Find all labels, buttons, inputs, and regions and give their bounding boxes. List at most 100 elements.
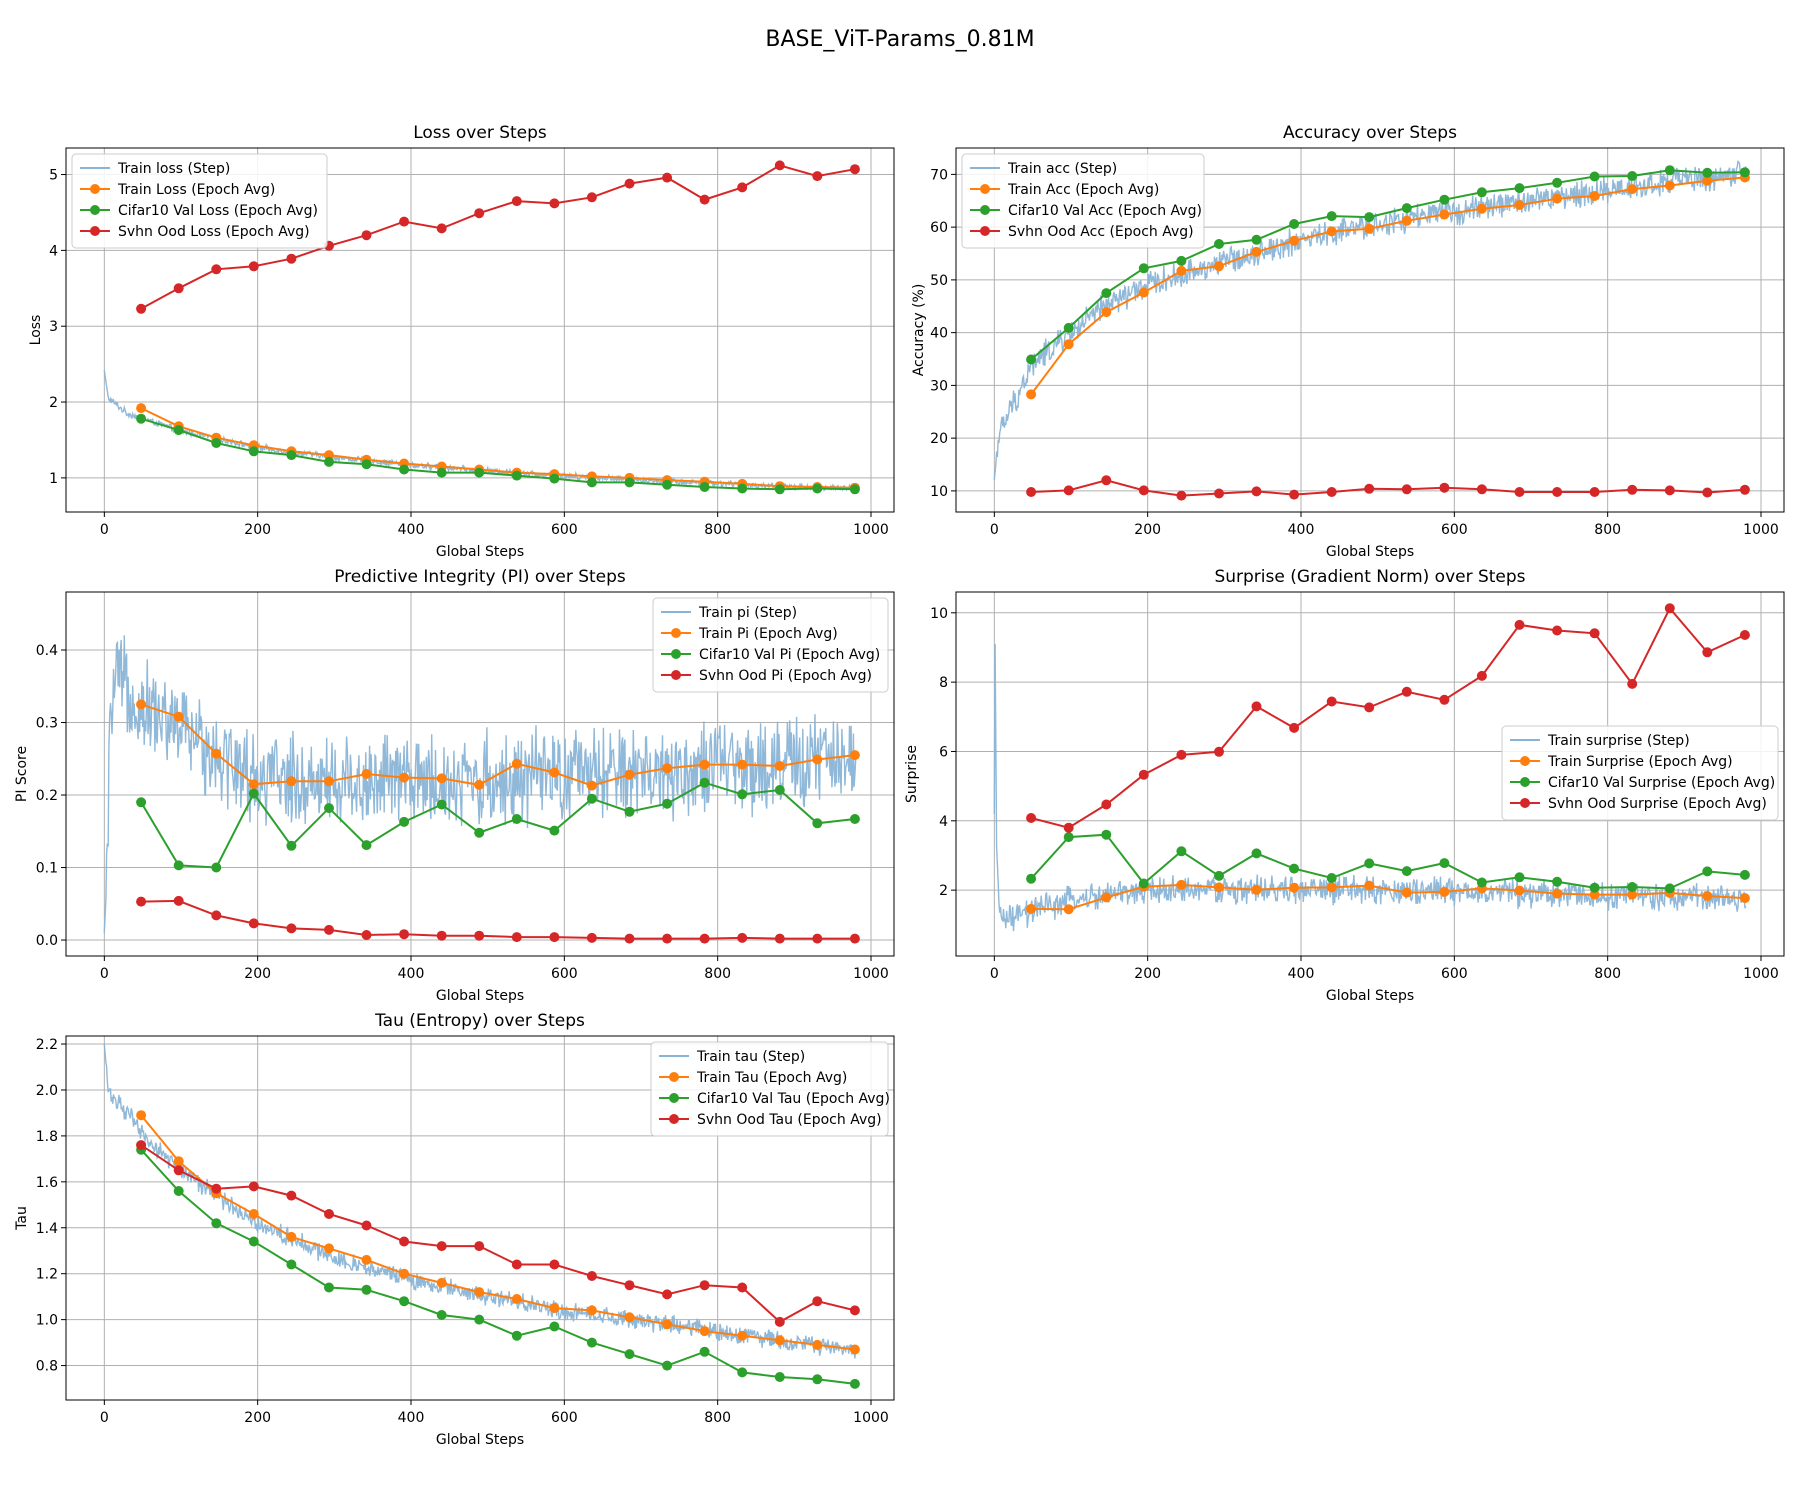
data-point-val (324, 1282, 334, 1293)
data-point-train (511, 758, 522, 769)
y-tick-label: 1.8 (36, 1129, 58, 1145)
data-point-val (737, 789, 748, 800)
data-point-train (474, 779, 485, 790)
data-point-val (812, 1374, 823, 1385)
data-point-ood (662, 172, 673, 183)
legend-entry-label: Cifar10 Val Loss (Epoch Avg) (118, 203, 318, 219)
data-point-val (849, 1378, 860, 1389)
data-point-val (173, 860, 184, 871)
data-point-ood (361, 230, 372, 241)
legend-marker (90, 205, 100, 215)
data-point-val (1476, 187, 1487, 198)
data-point-train (1552, 193, 1563, 204)
data-point-ood (1251, 486, 1262, 497)
data-point-ood (774, 933, 785, 944)
chart-title: Tau (Entropy) over Steps (374, 1011, 585, 1031)
data-point-ood (436, 1241, 447, 1252)
axes-frame (65, 591, 895, 957)
data-point-ood (812, 171, 823, 182)
data-point-ood (699, 933, 710, 944)
data-point-val (1251, 234, 1262, 245)
series-line-val (140, 417, 855, 491)
x-tick-label: 0 (100, 1410, 109, 1426)
series-line-ood (1030, 606, 1746, 829)
data-point-ood (1214, 488, 1224, 499)
data-point-ood (324, 1209, 334, 1219)
data-point-ood (173, 1165, 184, 1176)
data-point-val (624, 1349, 635, 1360)
data-point-val (812, 818, 823, 829)
data-point-val (1214, 870, 1224, 881)
data-point-val (1026, 873, 1037, 884)
data-point-val (586, 1337, 597, 1348)
data-point-val (1364, 858, 1375, 869)
legend-marker (669, 1114, 679, 1124)
legend-entry-label: Svhn Ood Loss (Epoch Avg) (118, 224, 310, 240)
data-point-train (737, 1330, 748, 1341)
data-point-ood (173, 895, 184, 906)
data-point-train (511, 1294, 522, 1304)
legend-entry-label: Train Loss (Epoch Avg) (117, 182, 275, 198)
series-line-val (140, 1149, 856, 1385)
data-point-train (136, 403, 147, 414)
data-point-val (1739, 869, 1750, 880)
data-point-val (774, 1372, 785, 1382)
series-line-ood (1031, 479, 1745, 497)
data-point-train (173, 711, 184, 722)
y-axis-label: Loss (28, 315, 44, 346)
data-point-ood (173, 283, 184, 294)
data-point-ood (549, 932, 560, 943)
data-point-val (1702, 167, 1713, 178)
data-point-train (549, 1303, 560, 1314)
data-point-val (399, 464, 410, 475)
data-point-train (136, 1110, 147, 1121)
data-point-train (1702, 175, 1713, 186)
y-tick-label: 1.6 (36, 1175, 58, 1191)
chart-4: Surprise (Gradient Norm) over Steps 0 200 4… (904, 567, 1785, 1004)
data-point-ood (1476, 670, 1487, 681)
data-point-ood (248, 1181, 259, 1192)
data-point-train (1401, 887, 1412, 898)
data-point-val (1101, 288, 1112, 299)
x-tick-label: 800 (704, 522, 731, 538)
data-point-train (1026, 903, 1037, 914)
series-line-ood (140, 164, 856, 310)
legend-entry-label: Train Pi (Epoch Avg) (698, 626, 838, 642)
y-tick-label: 40 (930, 326, 948, 342)
legend-box (961, 153, 1205, 249)
legend-marker (980, 226, 990, 236)
legend: Train loss (Step) Train Loss (Epoch Avg) C… (71, 153, 328, 249)
legend-entry-label: Svhn Ood Pi (Epoch Avg) (699, 668, 872, 684)
data-point-ood (1552, 625, 1563, 636)
y-tick-label: 1.4 (36, 1221, 58, 1237)
y-tick-label: 1 (49, 471, 58, 487)
data-point-ood (286, 1190, 297, 1201)
legend-marker (90, 226, 100, 236)
data-point-ood (1326, 696, 1337, 707)
x-tick-label: 800 (1594, 522, 1621, 538)
data-point-train (774, 1335, 785, 1346)
data-point-val (774, 785, 785, 795)
data-point-ood (1364, 483, 1375, 494)
chart-1: Loss over Steps 0 200 400 600 800 1000 1 2 3 4 5 Glo… (28, 123, 895, 560)
legend: Train pi (Step) Train Pi (Epoch Avg) Cifar… (652, 597, 889, 693)
data-point-ood (699, 194, 710, 205)
chart-5: Tau (Entropy) over Steps 0 200 400 600 800 100… (14, 1011, 895, 1448)
data-point-val (173, 1186, 184, 1196)
legend-entry-label: Svhn Ood Tau (Epoch Avg) (697, 1112, 882, 1128)
data-point-ood (399, 929, 410, 940)
legend-entry-label: Svhn Ood Surprise (Epoch Avg) (1548, 796, 1767, 812)
data-point-train (1401, 215, 1412, 226)
x-tick-label: 200 (1134, 966, 1161, 982)
legend-marker (671, 670, 681, 680)
data-point-train (774, 761, 785, 771)
series-line-val (1030, 833, 1745, 890)
data-point-ood (511, 932, 522, 943)
data-point-val (1063, 832, 1074, 843)
data-point-ood (436, 223, 447, 234)
data-point-train (1101, 892, 1112, 903)
data-point-ood (774, 1316, 785, 1327)
data-point-ood (1101, 799, 1112, 810)
x-tick-label: 800 (704, 1410, 731, 1426)
data-point-ood (624, 933, 635, 944)
